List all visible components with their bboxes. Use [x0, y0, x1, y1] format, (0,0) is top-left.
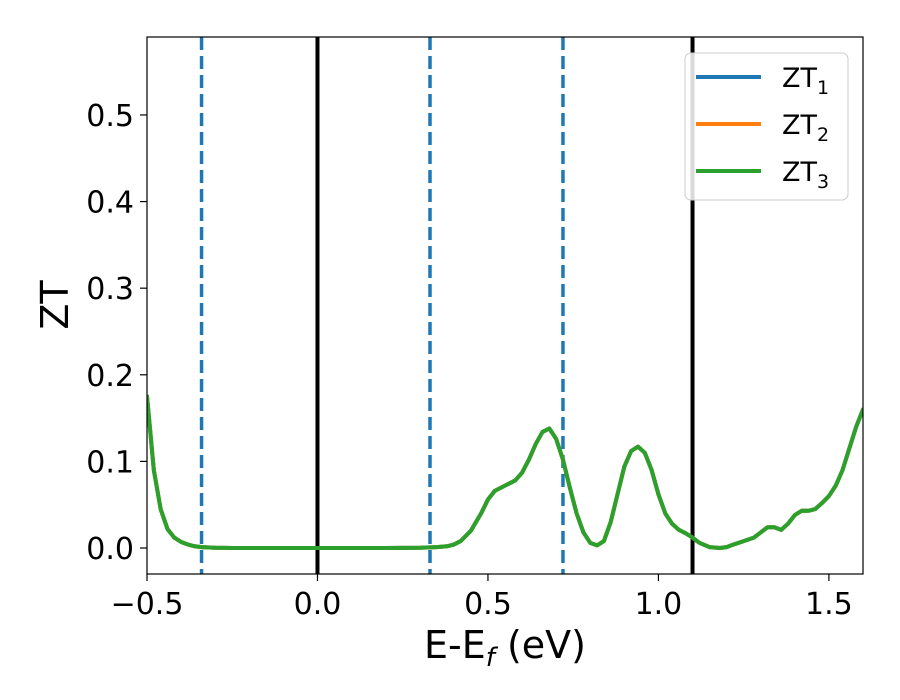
y-tick-label: 0.4 — [86, 186, 134, 221]
x-tick-label: 1.5 — [805, 587, 853, 622]
plot-frame — [146, 36, 864, 575]
legend-label-zt2: ZT2 — [782, 110, 829, 146]
series-line-zt3 — [147, 394, 863, 551]
y-tick-label: 0.5 — [86, 99, 134, 134]
x-axis-title: E-Ef (eV) — [424, 623, 586, 673]
legend-label-zt3: ZT3 — [782, 157, 829, 193]
legend: ZT1 ZT2 ZT3 — [684, 52, 849, 201]
x-axis-ticks: −0.5 0.0 0.5 1.0 1.5 — [111, 574, 853, 622]
y-tick-label: 0.3 — [86, 272, 134, 307]
series-line-zt1 — [147, 394, 863, 551]
legend-box — [684, 52, 849, 201]
y-tick-label: 0.2 — [86, 359, 134, 394]
x-tick-label: 0.0 — [294, 587, 342, 622]
y-tick-label: 0.1 — [86, 445, 134, 480]
y-axis-title: ZT — [33, 280, 77, 330]
plot-area — [147, 37, 863, 574]
legend-label-zt1: ZT1 — [782, 63, 829, 99]
y-tick-label: 0.0 — [86, 532, 134, 567]
series-line-zt2 — [147, 394, 863, 551]
x-tick-label: 1.0 — [635, 587, 683, 622]
x-tick-label: 0.5 — [464, 587, 512, 622]
x-tick-label: −0.5 — [111, 587, 184, 622]
y-axis-ticks: 0.0 0.1 0.2 0.3 0.4 0.5 — [86, 99, 147, 567]
